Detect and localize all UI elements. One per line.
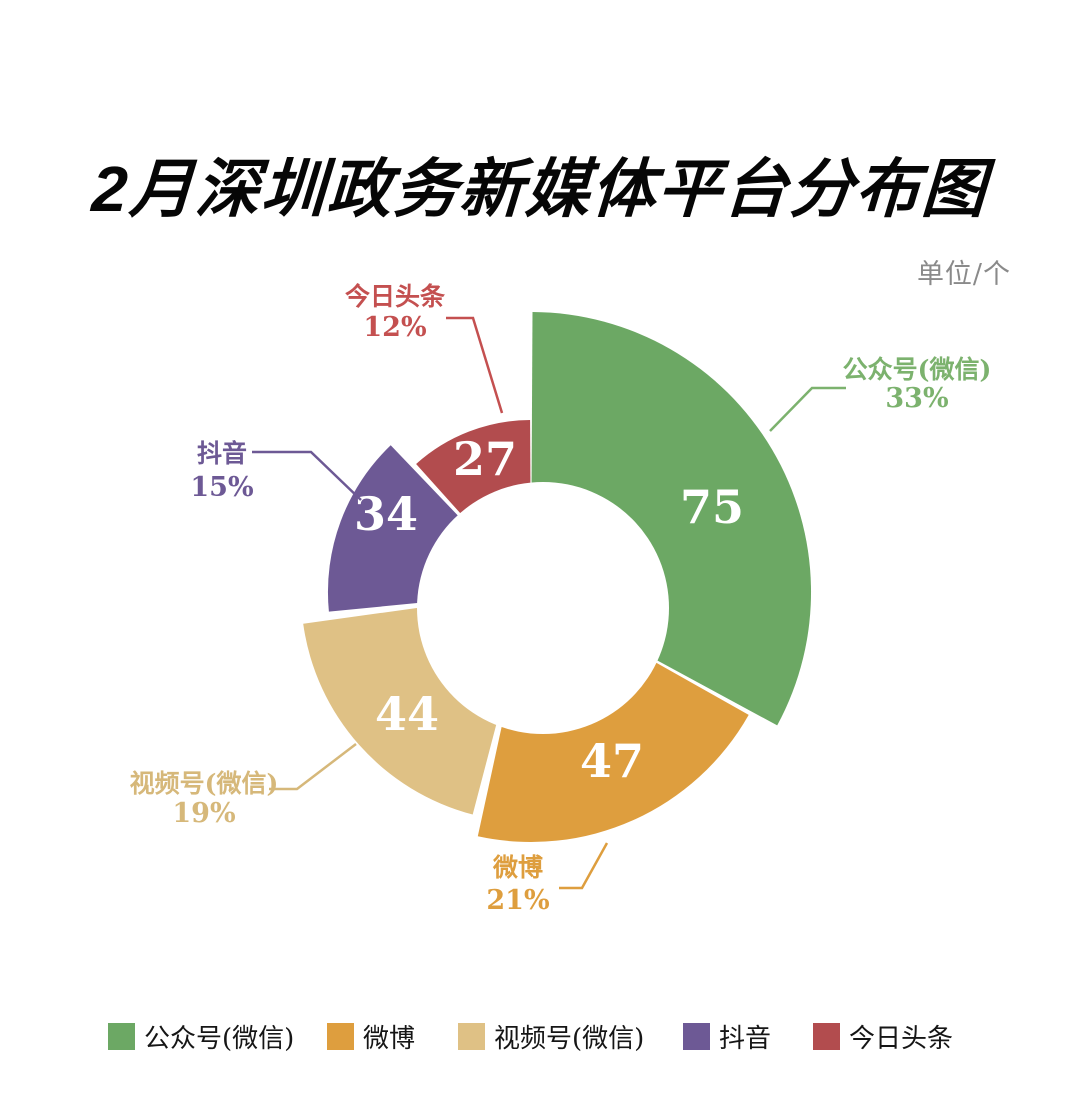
- callout-pct-wechat-official-account: 33%: [885, 383, 948, 414]
- leader-line-wechat-official-account: [769, 386, 846, 432]
- leader-line-weibo: [559, 842, 609, 890]
- callout-name-toutiao: 今日头条: [345, 282, 446, 311]
- value-label-wechat-official-account: 75: [680, 480, 744, 534]
- callout-name-wechat-official-account: 公众号(微信): [843, 355, 992, 384]
- value-label-douyin: 34: [354, 487, 418, 541]
- value-label-weibo: 47: [580, 734, 644, 788]
- callout-name-wechat-video: 视频号(微信): [130, 769, 279, 798]
- leader-line-toutiao: [446, 316, 504, 414]
- callout-pct-wechat-video: 19%: [172, 798, 235, 829]
- value-label-toutiao: 27: [453, 432, 517, 486]
- leader-line-douyin: [252, 450, 362, 501]
- callout-pct-douyin: 15%: [190, 472, 253, 503]
- callout-pct-weibo: 21%: [486, 885, 549, 916]
- unit-label: 单位/个: [916, 259, 1012, 290]
- callout-name-weibo: 微博: [492, 853, 543, 882]
- callout-pct-toutiao: 12%: [363, 312, 426, 343]
- donut-hole: [417, 482, 669, 734]
- leader-line-wechat-video: [269, 743, 357, 791]
- callout-name-douyin: 抖音: [197, 439, 247, 468]
- value-label-wechat-video: 44: [375, 687, 439, 741]
